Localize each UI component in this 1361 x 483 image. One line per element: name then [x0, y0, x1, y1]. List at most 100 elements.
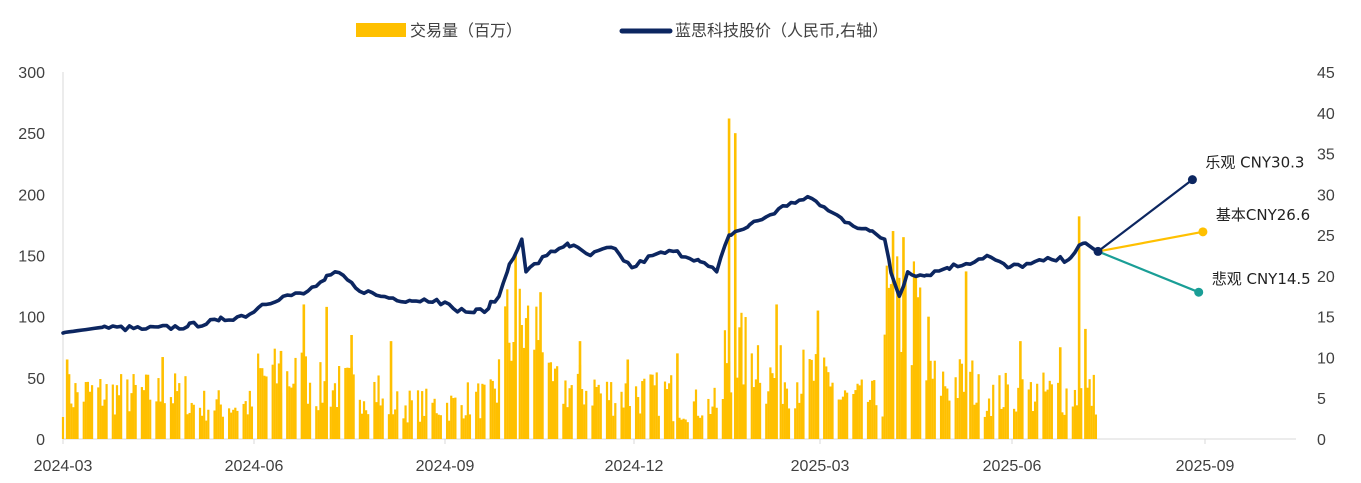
y-right-tick-label: 35 [1317, 147, 1335, 164]
volume-bar [379, 405, 382, 439]
volume-bar [437, 414, 440, 439]
volume-bar [962, 391, 966, 439]
volume-bar [275, 383, 278, 439]
volume-bar [576, 373, 580, 439]
volume-bar [406, 422, 409, 439]
volume-bar [294, 357, 297, 439]
volume-bar [149, 399, 152, 439]
y-left-tick-label: 50 [27, 371, 45, 388]
volume-bar [925, 380, 928, 439]
scenario-label: 基本CNY26.6 [1216, 206, 1310, 224]
volume-bar [265, 376, 268, 439]
volume-bar [672, 421, 675, 439]
volume-bar [839, 399, 842, 439]
volume-bar [785, 388, 789, 439]
volume-spike-bar [1084, 328, 1087, 439]
volume-bar [742, 384, 745, 439]
volume-bar [263, 375, 266, 439]
volume-bar [696, 415, 700, 439]
volume-bar [101, 405, 104, 439]
volume-bar [634, 386, 638, 439]
volume-bar [570, 385, 573, 439]
legend-price-label: 蓝思科技股价（人民币,右轴） [675, 21, 888, 40]
volume-bar [171, 403, 175, 439]
volume-bar [591, 405, 594, 439]
y-right-tick-label: 10 [1317, 350, 1335, 367]
volume-bar [464, 415, 467, 439]
volume-bar [236, 410, 239, 439]
y-left-tick-label: 200 [18, 187, 45, 204]
volume-bar [873, 380, 876, 439]
volume-bar [227, 408, 231, 439]
volume-bar [885, 265, 888, 439]
volume-bar [1088, 379, 1091, 439]
volume-bar [391, 414, 395, 439]
volume-bar [242, 403, 245, 439]
volume-bar [423, 415, 426, 439]
volume-bar [232, 409, 235, 439]
volume-bar [866, 401, 870, 439]
volume-bar [655, 372, 658, 439]
volume-bar [1042, 372, 1045, 439]
legend-volume-label: 交易量（百万） [410, 21, 522, 40]
volume-bar [595, 386, 598, 439]
volume-bar [682, 418, 685, 439]
volume-spike-bar [302, 304, 306, 439]
volume-bar [454, 397, 457, 439]
volume-bar [435, 413, 438, 439]
volume-bar [76, 392, 79, 439]
volume-spike-bar [350, 335, 353, 439]
volume-bar [404, 405, 407, 439]
volume-bar [904, 276, 907, 439]
volume-bar [827, 372, 830, 439]
price-line [61, 194, 1100, 335]
volume-bar [246, 414, 249, 439]
volume-bar [620, 391, 623, 439]
volume-bar [323, 381, 326, 439]
volume-bar [779, 345, 782, 439]
volume-bar [352, 374, 355, 439]
volume-bar [1027, 389, 1030, 439]
volume-bar [856, 383, 859, 439]
volume-bar [72, 407, 75, 439]
volume-bar [522, 347, 526, 439]
legend: 交易量（百万） 蓝思科技股价（人民币,右轴） [356, 21, 888, 40]
volume-bar [348, 367, 351, 439]
volume-bar [771, 373, 774, 439]
volume-bar [931, 378, 934, 439]
volume-bar [362, 401, 366, 439]
volume-bar [508, 342, 511, 439]
volume-bar [583, 404, 586, 439]
volume-bar [758, 382, 762, 439]
volume-bar [651, 374, 654, 439]
volume-bar [553, 368, 557, 439]
volume-bar [744, 317, 747, 439]
volume-bar [946, 388, 949, 439]
volume-spike-bar [927, 316, 930, 439]
volume-bar [900, 351, 903, 439]
volume-bar [562, 403, 565, 439]
volume-bar [549, 362, 553, 439]
volume-bar [977, 374, 980, 439]
volume-bar [481, 383, 484, 439]
volume-bar [319, 362, 322, 439]
volume-bar [547, 362, 550, 439]
volume-bar [721, 398, 724, 439]
volume-bar [665, 389, 669, 439]
volume-bar [205, 420, 208, 439]
volume-bar [663, 381, 667, 439]
price-line-group [61, 194, 1100, 335]
volume-bar [783, 382, 786, 439]
volume-spike-bar [325, 306, 328, 439]
volume-bar [142, 390, 146, 439]
volume-bar [767, 391, 770, 439]
volume-bar [715, 407, 718, 439]
x-tick-label: 2025-06 [983, 458, 1042, 475]
volume-bar [607, 400, 611, 439]
volume-bar [495, 402, 499, 439]
scenario-projections: 乐观 CNY30.3 基本CNY26.6 悲观 CNY14.5 [1093, 154, 1311, 297]
volume-bar [360, 413, 364, 439]
volume-bar [248, 390, 251, 439]
y-left-tick-label: 100 [18, 310, 45, 327]
volume-bar [914, 276, 918, 439]
